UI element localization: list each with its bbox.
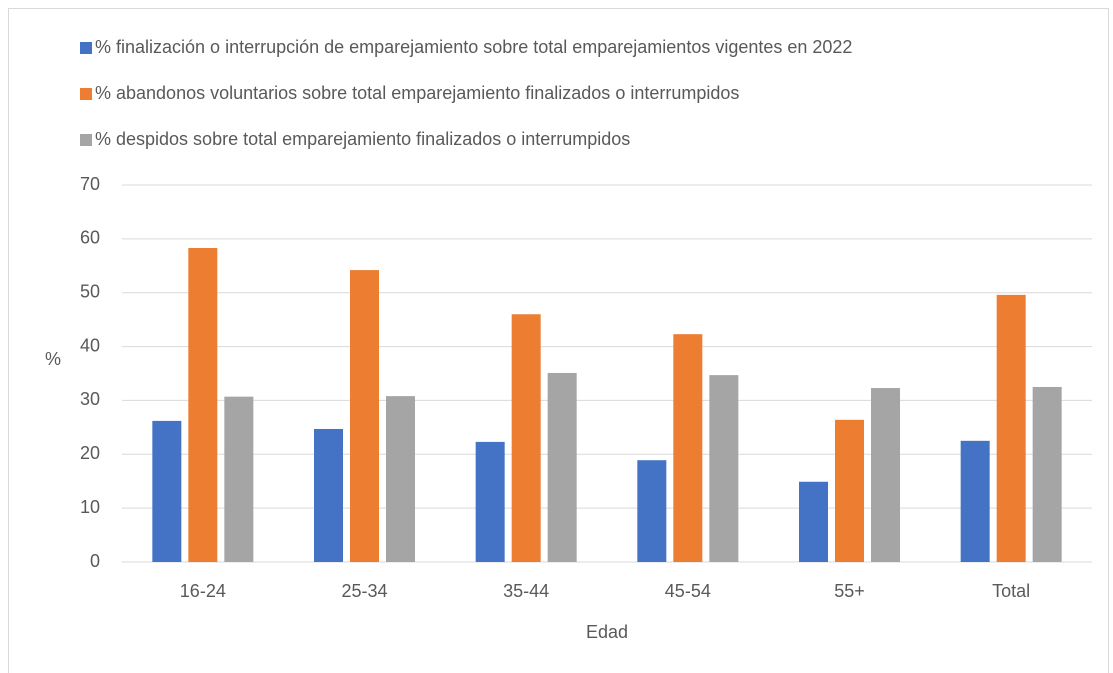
bar (152, 420, 182, 562)
bar (547, 372, 577, 562)
bar (188, 248, 218, 562)
bar (960, 440, 990, 562)
bar (799, 481, 828, 562)
y-tick-label: 0 (90, 551, 100, 571)
bar (637, 460, 667, 562)
legend-label: % finalización o interrupción de emparej… (95, 37, 852, 57)
chart-border (8, 8, 1109, 673)
bar (224, 396, 254, 562)
bar (871, 388, 900, 562)
bar (314, 428, 343, 562)
y-tick-label: 40 (80, 335, 100, 355)
y-tick-label: 60 (80, 228, 100, 248)
y-axis-label: % (45, 349, 61, 369)
y-tick-label: 10 (80, 497, 100, 517)
legend-swatch (80, 134, 92, 146)
y-tick-label: 30 (80, 389, 100, 409)
bar (673, 334, 703, 562)
x-tick-label: 35-44 (503, 581, 549, 601)
bar (996, 294, 1026, 562)
bar (835, 419, 864, 562)
legend-swatch (80, 88, 92, 100)
x-tick-label: 16-24 (180, 581, 226, 601)
bar (1032, 386, 1062, 562)
y-tick-label: 50 (80, 281, 100, 301)
legend-label: % despidos sobre total emparejamiento fi… (95, 129, 630, 149)
y-tick-label: 20 (80, 443, 100, 463)
legend-swatch (80, 42, 92, 54)
x-tick-label: Total (992, 581, 1030, 601)
y-tick-label: 70 (80, 174, 100, 194)
bar (709, 375, 739, 562)
bar (386, 396, 415, 562)
x-tick-label: 45-54 (665, 581, 711, 601)
legend-label: % abandonos voluntarios sobre total empa… (95, 83, 739, 103)
x-tick-label: 25-34 (341, 581, 387, 601)
bar (475, 441, 505, 562)
x-axis-label: Edad (586, 622, 628, 642)
bar (350, 270, 379, 562)
x-tick-label: 55+ (834, 581, 865, 601)
bar (511, 314, 541, 562)
